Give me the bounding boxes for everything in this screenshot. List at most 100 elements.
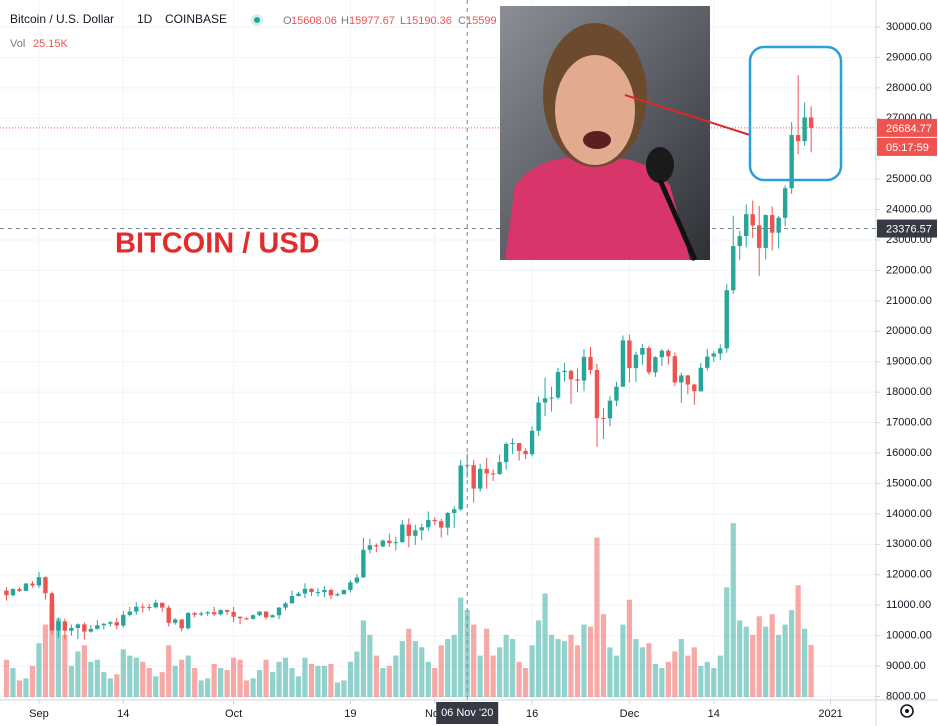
candle-body: [387, 540, 392, 544]
candle-body: [23, 583, 29, 591]
volume-bar: [535, 620, 542, 697]
y-tick-label: 17000.00: [886, 416, 932, 428]
volume-bar: [659, 668, 665, 697]
candle-body: [82, 624, 87, 632]
volume-bar: [685, 655, 691, 697]
candle-body: [757, 225, 762, 248]
volume-bar: [471, 624, 477, 697]
candle-body: [328, 589, 334, 596]
candle-body: [367, 545, 373, 550]
candle-body: [776, 217, 781, 233]
volume-bar: [386, 665, 392, 697]
candle-body: [607, 400, 613, 419]
volume-bar: [341, 680, 347, 697]
volume-bar: [503, 634, 509, 697]
volume-last: 25.15K: [33, 38, 69, 50]
interval: 1D: [137, 12, 153, 26]
volume-bar: [308, 663, 315, 697]
volume-bar: [224, 670, 230, 697]
volume-bar: [315, 665, 321, 697]
volume-bar: [704, 661, 710, 697]
volume-bar: [334, 682, 341, 697]
candle-body: [393, 542, 399, 544]
exchange: COINBASE: [165, 12, 227, 26]
candle-body: [36, 577, 42, 586]
volume-bar: [523, 668, 529, 697]
candle-body: [413, 530, 418, 536]
candle-body: [75, 624, 81, 629]
volume-bar: [68, 665, 74, 697]
candle-body: [782, 188, 788, 218]
y-tick-label: 10000.00: [886, 630, 932, 642]
candle-body: [653, 357, 658, 373]
candle-body: [211, 612, 217, 615]
volume-bar: [406, 628, 412, 697]
volume-bar: [302, 657, 308, 697]
volume-bar: [289, 668, 295, 697]
candle-body: [354, 577, 360, 583]
volume-bar: [321, 665, 328, 697]
candle-body: [95, 625, 100, 629]
candle-body: [588, 356, 593, 370]
volume-bar: [510, 639, 516, 697]
volume-bar: [665, 661, 671, 697]
candle-body: [10, 589, 16, 596]
gear-center[interactable]: [905, 709, 909, 713]
volume-label: Vol: [10, 38, 25, 50]
volume-bar: [263, 659, 269, 697]
highlight-box: [748, 45, 843, 182]
volume-bar: [347, 661, 353, 697]
candle-body: [439, 521, 444, 528]
volume-bar: [633, 639, 639, 697]
volume-bar: [607, 647, 613, 697]
candle-body: [224, 610, 230, 612]
volume-bar: [581, 624, 587, 697]
crosshair-date-label: 06 Nov '20: [441, 707, 493, 719]
candle-body: [17, 589, 22, 591]
volume-bar: [750, 634, 756, 697]
photo-mouth: [583, 131, 611, 149]
candle-body: [257, 611, 262, 616]
y-tick-label: 12000.00: [886, 569, 932, 581]
countdown-box: [877, 137, 937, 156]
crosshair-price-box: [877, 219, 937, 238]
volume-bar: [282, 657, 289, 697]
volume-bar: [620, 624, 626, 697]
candle-body: [309, 588, 314, 593]
candle-body: [536, 402, 541, 431]
candle-body: [302, 588, 308, 594]
volume-bar: [672, 651, 678, 697]
volume-bar: [587, 626, 594, 697]
y-tick-label: 15000.00: [886, 477, 932, 489]
volume-bar: [568, 634, 574, 697]
volume-bar: [23, 678, 29, 697]
volume-bar: [172, 665, 178, 697]
candle-body: [705, 356, 710, 368]
volume-bar: [49, 603, 55, 697]
volume-bar: [218, 668, 224, 697]
volume-bar: [737, 620, 743, 697]
gear-ring[interactable]: [900, 704, 914, 718]
volume-bar: [438, 645, 444, 697]
volume-bar: [548, 634, 555, 697]
volume-bar: [555, 639, 561, 697]
candle-body: [769, 215, 775, 233]
candle-body: [646, 348, 652, 373]
candle-body: [88, 628, 94, 632]
volume-bar: [717, 655, 723, 697]
candle-body: [296, 593, 301, 597]
volume-bar: [477, 655, 483, 697]
candle-body: [594, 369, 600, 419]
candle-body: [568, 370, 574, 380]
candle-body: [361, 549, 366, 578]
volume-bar: [380, 668, 386, 697]
volume-bar: [140, 661, 146, 697]
volume-bar: [75, 651, 81, 697]
volume-bar: [626, 599, 633, 697]
candle-body: [140, 606, 145, 608]
volume-bar: [789, 610, 795, 697]
volume-bar: [133, 657, 139, 697]
candle-body: [419, 527, 424, 531]
settings-icon[interactable]: [900, 704, 914, 718]
arrow-line: [624, 94, 751, 136]
